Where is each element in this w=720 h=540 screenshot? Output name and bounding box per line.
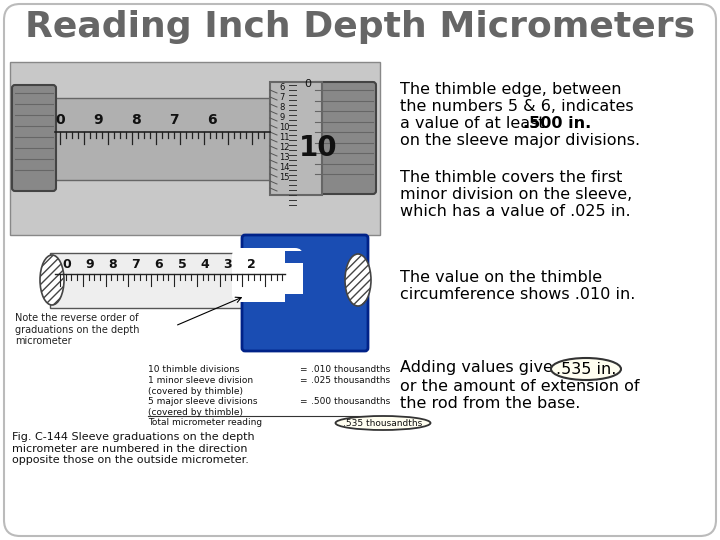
Text: Adding values gives: Adding values gives [400, 360, 561, 375]
Text: 4: 4 [201, 258, 210, 271]
Text: 12: 12 [279, 143, 289, 152]
Text: 5: 5 [178, 258, 186, 271]
Text: 10: 10 [299, 134, 337, 162]
Bar [10, 62, 380, 235]
Text: =: = [300, 397, 307, 406]
Bar [285, 294, 310, 306]
Text: =: = [300, 365, 307, 374]
Text: 10: 10 [279, 123, 289, 132]
Ellipse shape [40, 255, 64, 305]
Text: 14: 14 [279, 163, 289, 172]
FancyBboxPatch shape [4, 4, 716, 536]
Text: (covered by thimble): (covered by thimble) [148, 408, 243, 417]
Text: The value on the thimble: The value on the thimble [400, 270, 602, 285]
Text: 8: 8 [279, 103, 284, 111]
Text: 6: 6 [155, 258, 163, 271]
Bar [10, 243, 380, 393]
Bar [285, 251, 310, 263]
Text: .535 in.: .535 in. [556, 361, 616, 376]
Text: (covered by thimble): (covered by thimble) [148, 387, 243, 396]
Text: circumference shows .010 in.: circumference shows .010 in. [400, 287, 635, 302]
Text: Total micrometer reading: Total micrometer reading [148, 418, 262, 427]
Text: which has a value of .025 in.: which has a value of .025 in. [400, 204, 631, 219]
Text: a value of at least: a value of at least [400, 116, 550, 131]
FancyBboxPatch shape [312, 82, 376, 194]
Text: .010 thousandths: .010 thousandths [311, 365, 390, 374]
Text: 9: 9 [279, 112, 284, 122]
Text: .025 thousandths: .025 thousandths [311, 376, 390, 385]
Ellipse shape [336, 416, 431, 430]
Text: 8: 8 [109, 258, 117, 271]
Text: The thimble covers the first: The thimble covers the first [400, 170, 622, 185]
Text: 0: 0 [63, 258, 71, 271]
Text: .500 thousandths: .500 thousandths [311, 397, 390, 406]
Text: 3: 3 [224, 258, 233, 271]
FancyBboxPatch shape [232, 248, 303, 302]
Text: 2: 2 [247, 258, 256, 271]
Text: minor division on the sleeve,: minor division on the sleeve, [400, 187, 632, 202]
Text: 6: 6 [279, 83, 284, 91]
Text: 7: 7 [279, 92, 284, 102]
FancyBboxPatch shape [12, 85, 56, 191]
Text: the numbers 5 & 6, indicates: the numbers 5 & 6, indicates [400, 99, 634, 114]
Text: 0: 0 [305, 79, 312, 89]
Text: 8: 8 [131, 113, 141, 127]
Bar [45, 98, 295, 180]
Text: 0: 0 [55, 113, 65, 127]
Text: 10 thimble divisions: 10 thimble divisions [148, 365, 240, 374]
Text: 1 minor sleeve division: 1 minor sleeve division [148, 376, 253, 385]
Text: The thimble edge, between: The thimble edge, between [400, 82, 621, 97]
Text: 11: 11 [279, 132, 289, 141]
Bar [270, 82, 322, 195]
Text: the rod from the base.: the rod from the base. [400, 396, 580, 411]
Text: 5 major sleeve divisions: 5 major sleeve divisions [148, 397, 258, 406]
Text: 9: 9 [86, 258, 94, 271]
Text: Fig. C-144 Sleeve graduations on the depth
micrometer are numbered in the direct: Fig. C-144 Sleeve graduations on the dep… [12, 432, 255, 465]
Text: Reading Inch Depth Micrometers: Reading Inch Depth Micrometers [25, 10, 695, 44]
Ellipse shape [551, 358, 621, 380]
Text: on the sleeve major divisions.: on the sleeve major divisions. [400, 133, 640, 148]
Text: 13: 13 [279, 152, 289, 161]
Text: .500 in.: .500 in. [523, 116, 591, 131]
FancyBboxPatch shape [242, 235, 368, 351]
Text: Note the reverse order of
graduations on the depth
micrometer: Note the reverse order of graduations on… [15, 313, 140, 346]
Text: .535 thousandths: .535 thousandths [343, 418, 423, 428]
Text: 6: 6 [207, 113, 217, 127]
Text: 15: 15 [279, 172, 289, 181]
Text: or the amount of extension of: or the amount of extension of [400, 379, 639, 394]
Text: 7: 7 [132, 258, 140, 271]
Ellipse shape [345, 254, 371, 306]
Bar [50, 253, 285, 308]
Text: 9: 9 [93, 113, 103, 127]
Text: =: = [300, 376, 307, 385]
Text: 7: 7 [169, 113, 179, 127]
